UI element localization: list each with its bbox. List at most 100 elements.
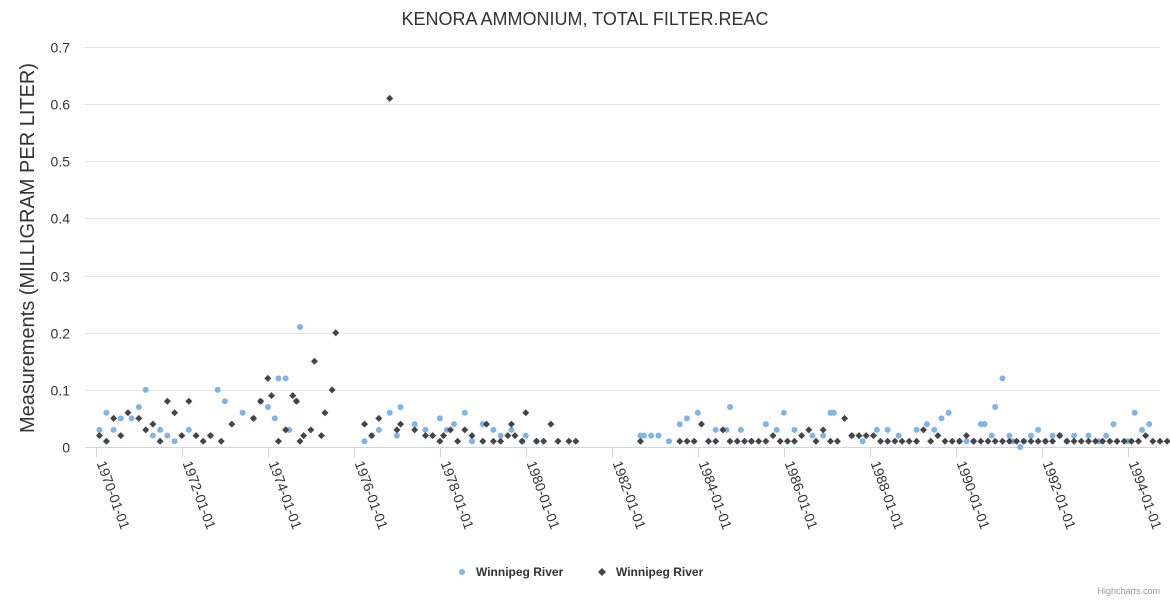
data-point-diamond[interactable] [676, 437, 684, 445]
data-point-diamond[interactable] [368, 432, 376, 440]
data-point-diamond[interactable] [296, 437, 304, 445]
data-point-diamond[interactable] [171, 409, 179, 417]
data-point-diamond[interactable] [733, 437, 741, 445]
data-point-diamond[interactable] [884, 437, 892, 445]
data-point-circle[interactable] [497, 432, 504, 439]
data-point-diamond[interactable] [1041, 437, 1049, 445]
data-point-diamond[interactable] [913, 437, 921, 445]
data-point-circle[interactable] [723, 426, 730, 433]
data-point-circle[interactable] [282, 375, 289, 382]
data-point-diamond[interactable] [497, 437, 505, 445]
data-point-circle[interactable] [665, 438, 672, 445]
data-point-diamond[interactable] [199, 437, 207, 445]
data-point-circle[interactable] [375, 426, 382, 433]
data-point-circle[interactable] [490, 426, 497, 433]
data-point-diamond[interactable] [482, 420, 490, 428]
data-point-circle[interactable] [450, 421, 457, 428]
data-point-diamond[interactable] [124, 409, 132, 417]
data-point-diamond[interactable] [217, 437, 225, 445]
data-point-circle[interactable] [1146, 421, 1153, 428]
data-point-circle[interactable] [142, 386, 149, 393]
data-point-diamond[interactable] [102, 437, 110, 445]
data-point-diamond[interactable] [984, 437, 992, 445]
data-point-circle[interactable] [164, 432, 171, 439]
data-point-circle[interactable] [931, 426, 938, 433]
data-point-diamond[interactable] [762, 437, 770, 445]
data-point-diamond[interactable] [289, 392, 297, 400]
data-point-diamond[interactable] [518, 437, 526, 445]
data-point-circle[interactable] [185, 426, 192, 433]
data-point-diamond[interactable] [178, 432, 186, 440]
legend-item-series-1[interactable]: Winnipeg River [459, 565, 564, 579]
data-point-diamond[interactable] [1034, 437, 1042, 445]
data-point-circle[interactable] [103, 409, 110, 416]
data-point-diamond[interactable] [386, 94, 394, 102]
data-point-diamond[interactable] [790, 437, 798, 445]
data-point-diamond[interactable] [898, 437, 906, 445]
data-point-diamond[interactable] [1120, 437, 1128, 445]
data-point-diamond[interactable] [397, 420, 405, 428]
data-point-circle[interactable] [1096, 438, 1103, 445]
data-point-circle[interactable] [694, 409, 701, 416]
data-point-diamond[interactable] [705, 437, 713, 445]
data-point-diamond[interactable] [1091, 437, 1099, 445]
data-point-circle[interactable] [361, 438, 368, 445]
data-point-circle[interactable] [411, 421, 418, 428]
data-point-diamond[interactable] [991, 437, 999, 445]
data-point-circle[interactable] [271, 415, 278, 422]
data-point-circle[interactable] [1131, 409, 1138, 416]
data-point-circle[interactable] [945, 409, 952, 416]
data-point-circle[interactable] [1124, 438, 1131, 445]
data-point-diamond[interactable] [274, 437, 282, 445]
data-point-circle[interactable] [157, 426, 164, 433]
data-point-diamond[interactable] [257, 397, 265, 405]
data-point-diamond[interactable] [741, 437, 749, 445]
data-point-diamond[interactable] [547, 420, 555, 428]
data-point-circle[interactable] [809, 432, 816, 439]
data-point-diamond[interactable] [1106, 437, 1114, 445]
data-point-circle[interactable] [727, 404, 734, 410]
data-point-circle[interactable] [128, 415, 135, 422]
data-point-diamond[interactable] [532, 437, 540, 445]
data-point-diamond[interactable] [468, 432, 476, 440]
data-point-circle[interactable] [924, 421, 931, 428]
data-point-diamond[interactable] [117, 432, 125, 440]
data-point-diamond[interactable] [1020, 437, 1028, 445]
data-point-diamond[interactable] [869, 432, 877, 440]
data-point-circle[interactable] [1006, 432, 1013, 439]
data-point-diamond[interactable] [267, 392, 275, 400]
data-point-diamond[interactable] [163, 397, 171, 405]
data-point-diamond[interactable] [805, 426, 813, 434]
data-point-circle[interactable] [988, 432, 995, 439]
data-point-diamond[interactable] [712, 437, 720, 445]
data-point-diamond[interactable] [360, 420, 368, 428]
data-point-circle[interactable] [762, 421, 769, 428]
data-point-diamond[interactable] [321, 409, 329, 417]
data-point-circle[interactable] [508, 426, 515, 433]
data-point-diamond[interactable] [421, 432, 429, 440]
data-point-diamond[interactable] [855, 432, 863, 440]
data-point-diamond[interactable] [207, 432, 215, 440]
data-point-diamond[interactable] [511, 432, 519, 440]
data-point-diamond[interactable] [332, 329, 340, 337]
data-point-diamond[interactable] [310, 357, 318, 365]
data-point-diamond[interactable] [1005, 437, 1013, 445]
data-point-diamond[interactable] [156, 437, 164, 445]
data-point-circle[interactable] [422, 426, 429, 433]
data-point-circle[interactable] [780, 409, 787, 416]
data-point-diamond[interactable] [1156, 437, 1164, 445]
data-point-circle[interactable] [963, 438, 970, 445]
data-point-circle[interactable] [1085, 432, 1092, 439]
data-point-diamond[interactable] [429, 432, 437, 440]
data-point-diamond[interactable] [1070, 437, 1078, 445]
data-point-diamond[interactable] [956, 437, 964, 445]
legend[interactable]: Winnipeg River Winnipeg River [459, 565, 704, 579]
data-point-diamond[interactable] [328, 386, 336, 394]
data-point-diamond[interactable] [110, 414, 118, 422]
data-point-diamond[interactable] [489, 437, 497, 445]
data-point-diamond[interactable] [411, 426, 419, 434]
data-point-diamond[interactable] [454, 437, 462, 445]
data-point-diamond[interactable] [307, 426, 315, 434]
data-point-diamond[interactable] [1163, 437, 1170, 445]
data-point-circle[interactable] [522, 432, 529, 439]
